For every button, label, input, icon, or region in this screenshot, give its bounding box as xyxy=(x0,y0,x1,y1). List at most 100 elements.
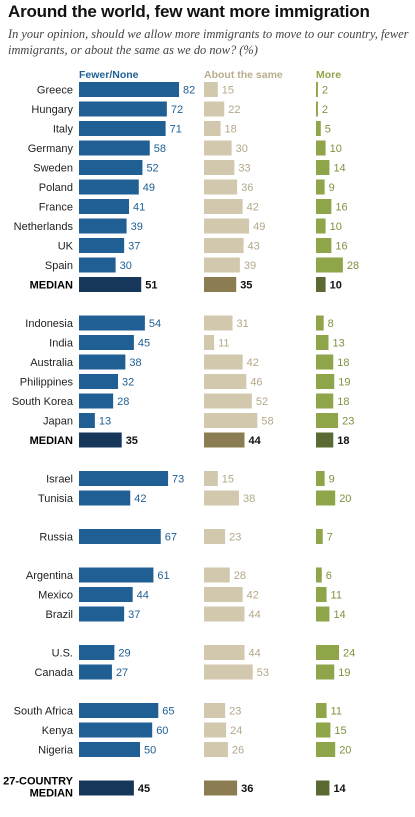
value-spain-fewer-none: 30 xyxy=(120,260,132,272)
bar-mexico-fewer-none xyxy=(79,587,133,602)
bar-spain-about-the-same xyxy=(204,257,240,273)
bar-indonesia-more xyxy=(316,315,324,331)
value-israel-more: 9 xyxy=(329,474,335,486)
bar-south-africa-fewer-none xyxy=(79,703,159,718)
value-spain-more: 28 xyxy=(347,260,359,272)
bar-nigeria-more xyxy=(316,742,336,757)
value-indonesia-fewer-none: 54 xyxy=(149,318,161,330)
value-canada-fewer-none: 27 xyxy=(116,667,128,679)
chart-subtitle: In your opinion, should we allow more im… xyxy=(8,27,409,57)
column-header-about-the-same: About the same xyxy=(204,69,283,81)
bar-russia-more xyxy=(316,529,323,544)
bar-russia-about-the-same xyxy=(204,529,226,544)
value-poland-more: 9 xyxy=(329,182,335,194)
bar-tunisia-fewer-none xyxy=(79,490,131,506)
bar-poland-about-the-same xyxy=(204,179,238,195)
value-philippines-about-the-same: 46 xyxy=(250,377,262,389)
row-label-philippines: Philippines xyxy=(20,377,74,389)
value-australia-more: 18 xyxy=(337,357,349,369)
value-russia-fewer-none: 67 xyxy=(165,532,177,544)
row-label-germany: Germany xyxy=(28,143,74,155)
value-nigeria-more: 20 xyxy=(339,745,351,757)
bar-median-0-fewer-none xyxy=(79,277,142,292)
bar-u-s-about-the-same xyxy=(204,645,245,660)
row-label-u-s: U.S. xyxy=(52,648,73,660)
bar-argentina-about-the-same xyxy=(204,567,230,583)
value-netherlands-more: 10 xyxy=(330,221,342,233)
bar-uk-more xyxy=(316,238,332,253)
value-kenya-about-the-same: 24 xyxy=(230,725,242,737)
bar-kenya-more xyxy=(316,722,331,738)
value-27-country-median-7-more: 14 xyxy=(333,783,346,795)
value-italy-fewer-none: 71 xyxy=(170,124,182,136)
row-label-argentina: Argentina xyxy=(26,570,74,582)
bar-germany-about-the-same xyxy=(204,140,232,156)
bar-u-s-more xyxy=(316,645,340,660)
bar-tunisia-more xyxy=(316,490,336,506)
bar-argentina-more xyxy=(316,567,322,583)
bar-japan-more xyxy=(316,413,339,428)
value-median-1-fewer-none: 35 xyxy=(126,435,138,447)
value-poland-fewer-none: 49 xyxy=(143,182,155,194)
value-netherlands-fewer-none: 39 xyxy=(131,221,143,233)
value-india-about-the-same: 11 xyxy=(218,338,229,350)
value-poland-about-the-same: 36 xyxy=(241,182,253,194)
row-label-27-country-median-7: 27-COUNTRY MEDIAN xyxy=(3,776,74,800)
bar-netherlands-more xyxy=(316,218,326,234)
bar-indonesia-fewer-none xyxy=(79,315,145,331)
bar-canada-fewer-none xyxy=(79,664,112,680)
value-south-africa-more: 11 xyxy=(331,706,342,718)
bar-kenya-fewer-none xyxy=(79,722,153,738)
value-south-korea-fewer-none: 28 xyxy=(117,396,129,408)
value-sweden-about-the-same: 33 xyxy=(238,163,250,175)
chart-title: Around the world, few want more immigrat… xyxy=(8,2,370,21)
value-u-s-fewer-none: 29 xyxy=(118,648,130,660)
value-canada-more: 19 xyxy=(338,667,350,679)
bar-brazil-about-the-same xyxy=(204,606,245,622)
bar-israel-about-the-same xyxy=(204,471,218,486)
bar-brazil-fewer-none xyxy=(79,606,125,622)
bar-germany-fewer-none xyxy=(79,140,150,156)
value-germany-about-the-same: 30 xyxy=(236,143,248,155)
value-spain-about-the-same: 39 xyxy=(244,260,256,272)
bar-australia-about-the-same xyxy=(204,354,243,370)
bar-italy-fewer-none xyxy=(79,121,166,136)
bar-spain-fewer-none xyxy=(79,257,116,273)
column-header-more: More xyxy=(316,69,341,81)
bar-france-fewer-none xyxy=(79,199,130,214)
value-median-0-about-the-same: 35 xyxy=(240,280,252,292)
value-tunisia-fewer-none: 42 xyxy=(134,493,146,505)
bar-median-0-more xyxy=(316,277,326,292)
bar-hungary-more xyxy=(316,101,318,117)
row-label-median-0: MEDIAN xyxy=(30,280,73,292)
bar-27-country-median-7-fewer-none xyxy=(79,780,134,796)
value-greece-fewer-none: 82 xyxy=(183,85,195,97)
value-philippines-more: 19 xyxy=(338,377,350,389)
row-label-russia: Russia xyxy=(39,532,74,544)
bar-greece-fewer-none xyxy=(79,82,180,97)
bar-japan-about-the-same xyxy=(204,413,258,428)
bar-uk-about-the-same xyxy=(204,238,244,253)
value-italy-more: 5 xyxy=(325,124,331,136)
value-indonesia-more: 8 xyxy=(328,318,334,330)
row-label-france: France xyxy=(39,202,73,214)
value-uk-about-the-same: 43 xyxy=(248,241,260,253)
row-label-brazil: Brazil xyxy=(45,609,73,621)
bar-india-more xyxy=(316,335,329,350)
value-uk-more: 16 xyxy=(335,241,347,253)
value-israel-about-the-same: 15 xyxy=(222,474,234,486)
value-india-fewer-none: 45 xyxy=(138,338,150,350)
value-nigeria-fewer-none: 50 xyxy=(144,745,156,757)
value-brazil-fewer-none: 37 xyxy=(128,609,140,621)
bar-russia-fewer-none xyxy=(79,529,161,544)
bar-sweden-more xyxy=(316,160,330,175)
value-south-africa-about-the-same: 23 xyxy=(229,706,241,718)
value-south-africa-fewer-none: 65 xyxy=(162,706,174,718)
bar-india-about-the-same xyxy=(204,335,215,350)
bar-tunisia-about-the-same xyxy=(204,490,239,506)
row-label-india: India xyxy=(49,338,74,350)
row-label-poland: Poland xyxy=(39,182,73,194)
row-label-tunisia: Tunisia xyxy=(38,493,74,505)
bar-italy-more xyxy=(316,121,321,136)
row-label-nigeria: Nigeria xyxy=(38,745,74,757)
